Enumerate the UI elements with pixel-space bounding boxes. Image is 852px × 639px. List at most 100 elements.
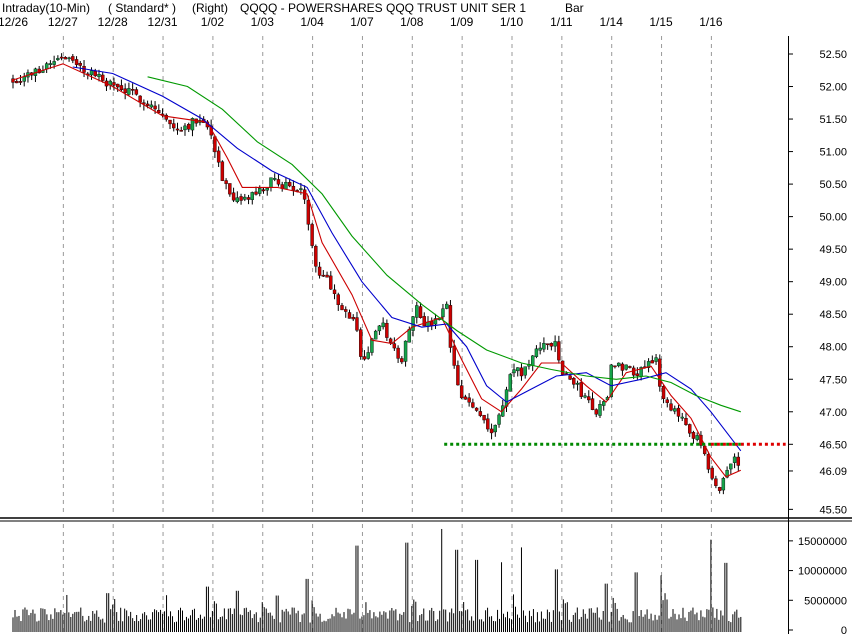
x-tick-label: 1/07 [350,15,374,29]
price-tick-label: 46.50 [819,439,847,451]
price-bar-body [89,70,94,76]
price-bar-body [392,343,397,349]
price-bar-body [673,408,677,412]
price-bar-body [228,183,232,195]
price-bar-body [134,89,139,95]
price-bar-body [512,369,516,374]
price-bar-body [78,62,82,66]
price-bar-body [239,196,243,201]
price-bar-body [351,317,355,320]
price-tick-label: 47.00 [819,407,847,419]
price-bar-body [725,470,729,478]
price-bar-body [433,318,438,325]
price-bar-body [452,345,456,366]
price-bar-body [359,329,363,357]
scale-label: (Right) [192,1,228,15]
price-bar-body [568,375,572,380]
price-bar-body [71,56,75,61]
panel-frame [0,36,852,634]
price-bar-body [463,396,468,400]
price-bar-body [602,401,606,406]
price-bar-body [317,266,322,276]
price-bar-body [400,358,404,363]
price-bar-body [265,187,269,191]
price-bar-body [246,197,251,200]
mode-label: ( Standard* ) [108,1,176,15]
price-tick-label: 50.00 [819,212,847,224]
price-bar-body [172,123,176,129]
price-bar-body [22,76,26,82]
price-bar-body [560,360,565,375]
price-bar-body [575,382,580,385]
price-bar-body [52,61,56,65]
price-bar-body [123,88,127,94]
x-tick-label: 12/28 [98,15,128,29]
price-bar-body [321,274,326,277]
price-bar-body [459,385,464,399]
price-bar-body [650,360,655,364]
x-tick-label: 1/16 [699,15,723,29]
price-bar-body [635,373,640,376]
price-tick-label: 47.50 [819,374,847,386]
price-bar-body [676,407,681,417]
price-bar-body [620,363,625,371]
price-bar-body [736,456,741,466]
price-bar-body [325,274,329,278]
short-moving-average-line [12,63,742,478]
price-bar-body [381,322,385,328]
price-bar-body [168,119,172,125]
price-tick-label: 51.50 [819,114,847,126]
price-bar-body [93,70,97,77]
price-axis: 52.50 52.00 51.50 51.00 50.50 50.00 49.50 49.00… [788,49,847,516]
price-bar-body [474,407,479,411]
price-bar-body [287,182,292,187]
price-bar-body [183,125,187,131]
price-bar-body [56,58,60,61]
price-bar-body [145,103,150,106]
price-bar-body [67,57,71,60]
price-bar-body [302,189,307,200]
price-bar-body [587,396,591,401]
price-bar-body [732,456,737,463]
price-bar-body [59,56,64,59]
x-tick-label: 1/09 [450,15,474,29]
price-bar-body [340,305,344,311]
x-tick-label: 1/10 [500,15,524,29]
price-bar-body [628,366,632,368]
price-bar-body [101,74,105,81]
price-bar-body [97,74,101,78]
price-bar-body [714,478,718,486]
price-bar-body [403,340,408,362]
price-bar-body [590,398,595,410]
price-bar-body [583,395,587,398]
price-bar-body [385,322,389,338]
price-bar-body [504,389,509,407]
price-bar-body [235,197,240,203]
price-bar-body [175,128,180,131]
medium-moving-average-line [72,66,742,452]
price-bar-body [669,403,673,411]
x-tick-label: 1/03 [251,15,275,29]
price-bar-body [310,224,314,246]
price-bar-body [138,95,142,103]
price-bar-body [362,356,367,360]
price-bar-body [299,188,303,190]
price-bar-body [261,189,266,192]
chart-style-label: Bar [565,1,584,15]
price-bar-body [553,341,557,347]
price-bar-body [467,397,471,403]
price-bar-body [74,59,79,65]
price-bar-body [624,364,628,370]
price-bar-body [11,78,15,83]
price-bar-body [497,414,501,425]
price-bar-body [729,463,733,470]
price-bar-body [471,402,475,408]
price-bar-body [258,188,262,194]
price-bar-body [306,200,311,225]
price-bar-body [314,245,318,267]
chart-header: Intraday(10-Min) ( Standard* ) (Right) Q… [2,1,584,15]
price-tick-label: 49.00 [819,277,847,289]
price-bar-body [231,192,236,201]
price-bar-body [291,185,296,191]
price-bar-body [190,118,195,131]
